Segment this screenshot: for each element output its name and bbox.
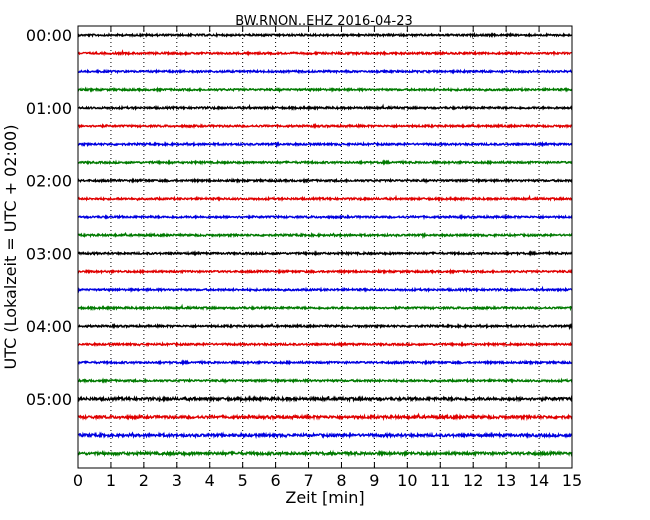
x-tick-label: 15 [562, 471, 582, 490]
trace-line [77, 213, 573, 221]
vertical-grid [110, 26, 540, 468]
trace-line [77, 49, 573, 57]
trace-line [77, 322, 573, 331]
y-tick-label: 02:00 [26, 172, 72, 191]
y-tick-label: 00:00 [26, 26, 72, 45]
x-axis-label: Zeit [min] [285, 488, 364, 507]
trace-line [77, 285, 573, 294]
y-tick-label: 04:00 [26, 317, 72, 336]
trace-line [77, 250, 573, 257]
trace-line [77, 449, 573, 458]
x-tick-label: 12 [463, 471, 483, 490]
trace-line [77, 122, 573, 130]
x-tick-label: 0 [73, 471, 83, 490]
y-tick-label: 03:00 [26, 244, 72, 263]
x-tick-label: 3 [172, 471, 182, 490]
plot-frame [77, 25, 573, 469]
x-tick-label: 6 [271, 471, 281, 490]
trace-line [77, 303, 573, 312]
trace-line [77, 431, 573, 440]
y-tick-label: 01:00 [26, 99, 72, 118]
trace-line [77, 359, 573, 366]
trace-line [77, 412, 573, 422]
trace-line [77, 177, 573, 185]
trace-line [77, 68, 573, 75]
seismic-traces [77, 31, 573, 458]
x-tick-label: 11 [430, 471, 450, 490]
x-tick-label: 1 [106, 471, 116, 490]
trace-line [77, 86, 573, 94]
x-tick-label: 10 [397, 471, 417, 490]
y-tick-label: 05:00 [26, 390, 72, 409]
chart-title: BW.RNON..EHZ 2016-04-23 [235, 14, 413, 29]
trace-line [77, 394, 573, 403]
y-axis-label: UTC (Lokalzeit = UTC + 02:00) [1, 125, 20, 370]
x-tick-label: 5 [238, 471, 248, 490]
trace-line [77, 140, 573, 149]
trace-line [77, 268, 573, 275]
trace-line [77, 194, 573, 202]
x-tick-label: 2 [139, 471, 149, 490]
trace-line [77, 159, 573, 166]
trace-line [77, 31, 573, 39]
y-axis-ticks: 00:00 01:00 02:00 03:00 04:00 05:00 [26, 26, 572, 409]
trace-line [77, 377, 573, 385]
x-axis-ticks: 0 1 2 3 4 5 6 7 8 9 10 11 12 13 14 15 [73, 26, 582, 490]
trace-line [77, 103, 573, 111]
x-tick-label: 7 [303, 471, 313, 490]
x-tick-label: 9 [369, 471, 379, 490]
x-tick-label: 8 [336, 471, 346, 490]
x-tick-label: 4 [205, 471, 215, 490]
x-tick-label: 13 [496, 471, 516, 490]
trace-line [77, 340, 573, 348]
x-tick-label: 14 [529, 471, 549, 490]
trace-line [77, 231, 573, 240]
